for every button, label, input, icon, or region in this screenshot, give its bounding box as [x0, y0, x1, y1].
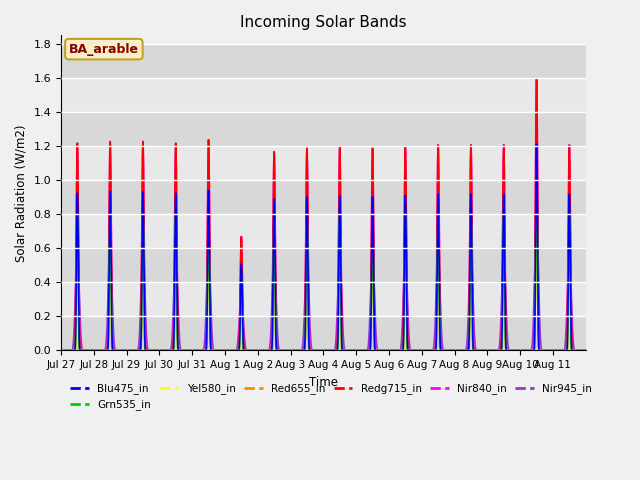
Yel580_in: [582, 348, 589, 353]
Redg715_in: [470, 348, 478, 353]
Bar: [61, 248, 586, 282]
Nir840_in: [390, 348, 398, 353]
Nir840_in: [582, 348, 589, 353]
Yel580_in: [470, 348, 478, 353]
Nir945_in: [532, 220, 540, 226]
Legend: Blu475_in, Grn535_in, Yel580_in, Red655_in, Redg715_in, Nir840_in, Nir945_in: Blu475_in, Grn535_in, Yel580_in, Red655_…: [66, 379, 596, 415]
Yel580_in: [576, 348, 584, 353]
Grn535_in: [57, 348, 65, 353]
Blu475_in: [502, 326, 509, 332]
X-axis label: Time: Time: [309, 376, 338, 389]
Line: Nir840_in: Nir840_in: [61, 79, 586, 350]
Grn535_in: [582, 348, 589, 353]
Yel580_in: [502, 338, 509, 344]
Nir945_in: [502, 282, 509, 288]
Red655_in: [502, 338, 509, 344]
Grn535_in: [436, 348, 444, 353]
Nir840_in: [57, 348, 65, 353]
Grn535_in: [502, 338, 509, 344]
Nir945_in: [576, 348, 584, 353]
Red655_in: [164, 348, 172, 353]
Red655_in: [57, 348, 65, 353]
Blu475_in: [470, 348, 478, 353]
Line: Nir945_in: Nir945_in: [61, 223, 586, 350]
Nir840_in: [532, 76, 540, 82]
Red655_in: [532, 168, 540, 174]
Yel580_in: [390, 348, 398, 353]
Nir840_in: [436, 334, 444, 340]
Nir945_in: [582, 348, 589, 353]
Nir945_in: [436, 303, 444, 309]
Grn535_in: [390, 348, 398, 353]
Line: Blu475_in: Blu475_in: [61, 144, 586, 350]
Redg715_in: [57, 348, 65, 353]
Grn535_in: [532, 168, 540, 174]
Redg715_in: [576, 348, 584, 353]
Bar: [61, 282, 586, 316]
Nir945_in: [470, 322, 478, 327]
Nir840_in: [164, 348, 172, 353]
Yel580_in: [164, 348, 172, 353]
Bar: [61, 146, 586, 180]
Red655_in: [582, 348, 589, 353]
Bar: [61, 316, 586, 350]
Nir945_in: [57, 348, 65, 353]
Redg715_in: [502, 305, 509, 311]
Nir840_in: [576, 348, 584, 353]
Bar: [61, 44, 586, 78]
Text: BA_arable: BA_arable: [69, 43, 139, 56]
Nir840_in: [502, 289, 509, 295]
Redg715_in: [532, 76, 540, 82]
Yel580_in: [532, 168, 540, 174]
Redg715_in: [582, 348, 589, 353]
Blu475_in: [436, 347, 444, 352]
Blu475_in: [57, 348, 65, 353]
Yel580_in: [436, 348, 444, 353]
Line: Red655_in: Red655_in: [61, 171, 586, 350]
Grn535_in: [576, 348, 584, 353]
Blu475_in: [164, 348, 172, 353]
Grn535_in: [470, 348, 478, 353]
Redg715_in: [436, 342, 444, 348]
Red655_in: [470, 348, 478, 353]
Yel580_in: [57, 348, 65, 353]
Title: Incoming Solar Bands: Incoming Solar Bands: [240, 15, 406, 30]
Red655_in: [390, 348, 398, 353]
Line: Grn535_in: Grn535_in: [61, 171, 586, 350]
Blu475_in: [532, 141, 540, 147]
Red655_in: [436, 348, 444, 353]
Red655_in: [576, 348, 584, 353]
Bar: [61, 214, 586, 248]
Nir945_in: [390, 348, 398, 353]
Bar: [61, 180, 586, 214]
Nir840_in: [470, 347, 478, 353]
Bar: [61, 78, 586, 112]
Nir945_in: [164, 348, 172, 353]
Grn535_in: [164, 348, 172, 353]
Blu475_in: [390, 348, 398, 353]
Line: Yel580_in: Yel580_in: [61, 171, 586, 350]
Line: Redg715_in: Redg715_in: [61, 79, 586, 350]
Bar: [61, 112, 586, 146]
Redg715_in: [164, 348, 172, 353]
Blu475_in: [582, 348, 589, 353]
Y-axis label: Solar Radiation (W/m2): Solar Radiation (W/m2): [15, 124, 28, 262]
Blu475_in: [576, 348, 584, 353]
Redg715_in: [390, 348, 398, 353]
